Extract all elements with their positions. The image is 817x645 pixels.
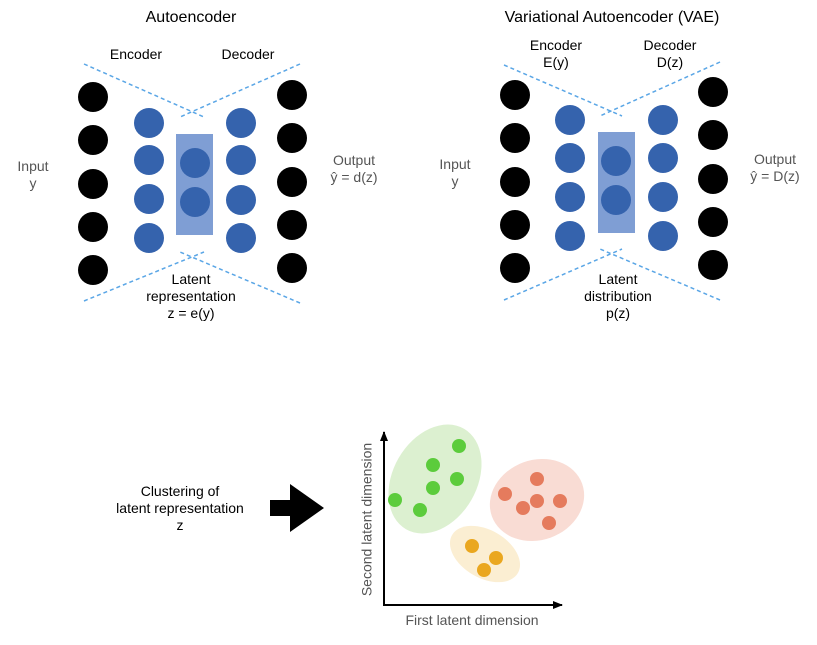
autoencoder-encoder-layer <box>134 108 164 253</box>
autoencoder-network <box>78 63 307 304</box>
vae-input-label: Input y <box>439 156 471 189</box>
vae-output-layer <box>698 77 728 280</box>
autoencoder-latent-layer <box>180 148 210 217</box>
autoencoder-decoder-label: Decoder <box>221 46 275 62</box>
autoencoder-funnel-lines <box>83 63 301 304</box>
vae-decoder-layer <box>648 105 678 251</box>
right-arrow-icon <box>270 484 324 532</box>
vae-encoder-layer <box>555 105 585 251</box>
vae-output-label: Output ŷ = D(z) <box>750 151 800 184</box>
vae-encoder-label: Encoder E(y) <box>529 37 583 70</box>
green-cluster-points <box>388 439 466 517</box>
vae-latent-label: Latent distribution p(z) <box>584 271 652 321</box>
vae-network <box>500 61 728 301</box>
autoencoder-title: Autoencoder <box>145 9 237 26</box>
vae-latent-layer <box>601 146 631 215</box>
red-cluster-points <box>498 472 567 530</box>
y-axis-label: Second latent dimension <box>358 442 375 597</box>
autoencoder-latent-label: Latent representation z = e(y) <box>146 271 236 321</box>
yellow-cluster <box>449 525 521 583</box>
autoencoder-input-layer <box>78 82 108 285</box>
vae-decoder-label: Decoder D(z) <box>643 37 697 70</box>
autoencoder-output-label: Output ŷ = d(z) <box>330 152 378 185</box>
autoencoder-output-layer <box>277 80 307 283</box>
vae-funnel-lines <box>503 61 721 301</box>
autoencoder-decoder-layer <box>226 108 256 253</box>
latent-space-plot <box>380 424 585 609</box>
x-axis-label: First latent dimension <box>405 612 539 628</box>
yellow-cluster-points <box>465 539 503 577</box>
vae-title: Variational Autoencoder (VAE) <box>504 9 720 26</box>
autoencoder-encoder-label: Encoder <box>109 46 163 62</box>
autoencoder-input-label: Input y <box>17 158 49 191</box>
clustering-label: Clustering of latent representation z <box>116 483 244 533</box>
vae-input-layer <box>500 80 530 283</box>
